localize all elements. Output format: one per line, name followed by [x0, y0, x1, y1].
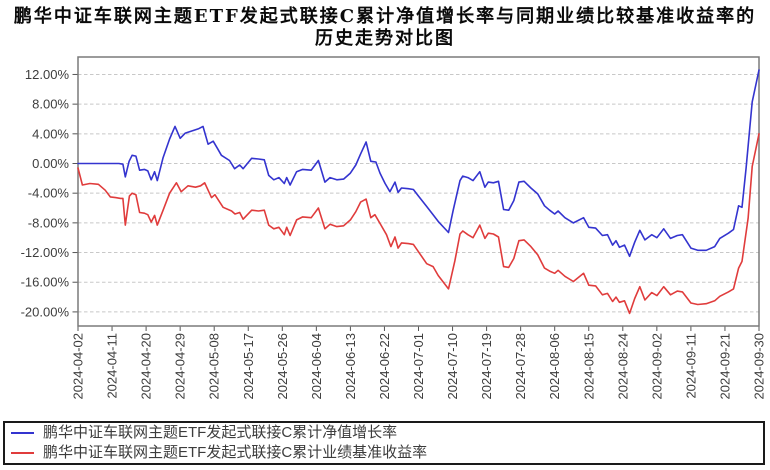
- legend-item-nav-growth: 鹏华中证车联网主题ETF发起式联接C累计净值增长率: [11, 423, 757, 443]
- gridlines: [78, 73, 759, 313]
- x-tick-label: 2024-09-21: [717, 333, 732, 400]
- x-tick-label: 2024-08-06: [547, 333, 562, 400]
- legend-label-nav-growth: 鹏华中证车联网主题ETF发起式联接C累计净值增长率: [43, 424, 398, 441]
- y-tick-label: 0.00%: [32, 156, 69, 171]
- chart-title-line2: 历史走势对比图: [315, 28, 455, 49]
- x-tick-label: 2024-09-11: [683, 333, 698, 399]
- x-tick-label: 2024-06-04: [309, 333, 324, 400]
- legend-item-benchmark: 鹏华中证车联网主题ETF发起式联接C累计业绩基准收益率: [11, 443, 757, 463]
- x-tick-label: 2024-05-08: [207, 333, 222, 400]
- nav-growth-line: [77, 69, 760, 258]
- x-tick-label: 2024-07-28: [513, 333, 528, 400]
- y-tick-label: -12.00%: [21, 245, 70, 260]
- x-tick-label: 2024-07-01: [411, 333, 426, 400]
- x-tick-label: 2024-04-29: [173, 333, 188, 400]
- chart-title-line1: 鹏华中证车联网主题ETF发起式联接C累计净值增长率与同期业绩比较基准收益率的: [13, 6, 757, 27]
- x-tick-label: 2024-06-13: [343, 333, 358, 400]
- axis-tick-marks: [72, 73, 760, 331]
- x-tick-label: 2024-09-30: [752, 333, 767, 400]
- x-tick-label: 2024-07-10: [445, 333, 460, 400]
- y-tick-label: -4.00%: [28, 186, 70, 201]
- x-tick-label: 2024-05-26: [275, 333, 290, 400]
- x-tick-label: 2024-04-20: [139, 333, 154, 400]
- y-tick-label: -16.00%: [21, 275, 70, 290]
- x-tick-label: 2024-06-22: [377, 333, 392, 400]
- chart-legend: 鹏华中证车联网主题ETF发起式联接C累计净值增长率 鹏华中证车联网主题ETF发起…: [3, 421, 765, 465]
- legend-label-benchmark: 鹏华中证车联网主题ETF发起式联接C累计业绩基准收益率: [43, 444, 428, 461]
- x-tick-label: 2024-09-02: [649, 333, 664, 400]
- x-tick-label: 2024-08-24: [615, 333, 630, 400]
- y-tick-label: 4.00%: [32, 126, 69, 141]
- x-tick-label: 2024-08-15: [581, 333, 596, 400]
- plot-border: [77, 56, 760, 327]
- red-line-sample-icon: [11, 452, 34, 454]
- x-tick-label: 2024-07-19: [479, 333, 494, 400]
- y-tick-label: 8.00%: [32, 97, 69, 112]
- chart-title: 鹏华中证车联网主题ETF发起式联接C累计净值增长率与同期业绩比较基准收益率的 历…: [0, 6, 770, 50]
- x-tick-label: 2024-05-17: [241, 333, 256, 400]
- blue-line-sample-icon: [11, 432, 34, 434]
- x-tick-label: 2024-04-02: [71, 333, 86, 400]
- y-axis-labels: 12.00% 8.00% 4.00% 0.00% -4.00% -8.00% -12.00%…: [21, 67, 70, 319]
- y-tick-label: -8.00%: [28, 215, 70, 230]
- y-tick-label: -20.00%: [21, 304, 70, 319]
- x-axis-labels: 2024-04-02 2024-04-11 2024-04-20 2024-04-29…: [71, 333, 767, 400]
- series-lines: [77, 69, 760, 315]
- y-tick-label: 12.00%: [25, 67, 70, 82]
- benchmark-line: [77, 133, 760, 315]
- x-tick-label: 2024-04-11: [105, 333, 120, 399]
